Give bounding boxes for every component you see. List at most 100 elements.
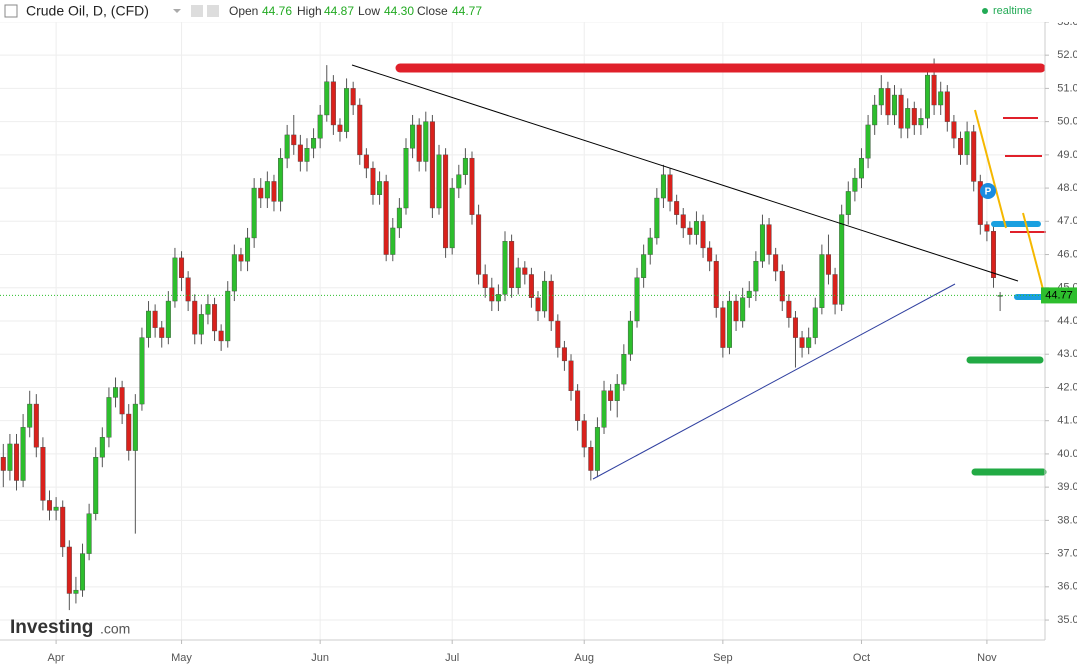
candle-body: [964, 131, 970, 156]
candle-body: [390, 227, 396, 255]
candle-body: [799, 337, 805, 348]
y-tick-label: 49.00: [1057, 149, 1077, 161]
settings-icon[interactable]: [191, 5, 203, 17]
candle-body: [73, 589, 79, 594]
high-value: 44.87: [324, 4, 354, 18]
candle-body: [944, 91, 950, 122]
candle-body: [93, 457, 99, 514]
candle-body: [594, 427, 600, 471]
candle-body: [561, 347, 567, 362]
candle-body: [522, 267, 528, 275]
candle-body: [528, 274, 534, 298]
candle-body: [535, 297, 541, 312]
y-tick-label: 42.00: [1057, 381, 1077, 393]
drawings: P: [351, 63, 1047, 480]
candle-body: [7, 443, 13, 471]
candle-body: [812, 307, 818, 338]
candle-body: [680, 214, 686, 229]
candle-body: [707, 247, 713, 262]
candle-body: [759, 224, 765, 262]
candle-body: [872, 104, 878, 126]
y-tick-label: 38.00: [1057, 514, 1077, 526]
candle-body: [165, 300, 171, 338]
candle-body: [806, 337, 812, 348]
candle-body: [462, 157, 468, 175]
candle-body: [489, 287, 495, 302]
candle-body: [40, 447, 46, 501]
last-price-label: 44.77: [1045, 289, 1073, 301]
candle-body: [726, 300, 732, 348]
y-tick-label: 36.00: [1057, 581, 1077, 593]
candle-body: [231, 254, 237, 292]
candle-body: [674, 201, 680, 215]
candle-body: [14, 443, 20, 481]
candle-body: [581, 420, 587, 448]
y-tick-label: 46.00: [1057, 248, 1077, 260]
candle-body: [971, 131, 977, 182]
candle-body: [271, 181, 277, 202]
candle-body: [126, 413, 132, 451]
candle-body: [482, 274, 488, 288]
high-label: High: [297, 4, 322, 18]
candle-body: [119, 387, 125, 415]
candle-body: [53, 506, 59, 511]
candle-body: [951, 121, 957, 139]
candle-body: [436, 154, 442, 209]
x-tick-label: May: [171, 652, 192, 664]
candle-body: [20, 427, 26, 481]
candle-body: [363, 154, 369, 169]
brand-suffix: .com: [100, 621, 130, 637]
candle-body: [568, 360, 574, 391]
close-label: Close: [417, 4, 448, 18]
candle-body: [852, 177, 858, 192]
candle-body: [832, 274, 838, 305]
y-tick-label: 39.00: [1057, 481, 1077, 493]
candle-body: [819, 254, 825, 308]
candle-body: [330, 81, 336, 126]
candle-body: [324, 81, 330, 116]
candle-body: [311, 138, 317, 149]
candle-body: [33, 403, 39, 448]
candle-body: [416, 124, 422, 162]
candle-body: [86, 513, 92, 554]
candle-body: [377, 181, 383, 195]
candle-body: [198, 314, 204, 335]
candle-body: [159, 327, 165, 338]
status-dot: [982, 8, 988, 14]
candle-body: [931, 74, 937, 106]
candle-body: [509, 241, 515, 288]
x-tick-label: Oct: [853, 652, 870, 664]
candle-body: [687, 227, 693, 235]
x-tick-label: Jul: [445, 652, 459, 664]
candle-body: [733, 300, 739, 322]
candle-body: [225, 290, 231, 342]
candle-body: [27, 403, 33, 428]
candle-body: [918, 118, 924, 126]
candle-body: [258, 187, 264, 199]
candle-body: [245, 237, 251, 262]
candle-body: [667, 174, 673, 202]
candle-body: [297, 144, 303, 162]
instrument-title: Crude Oil, D, (CFD): [26, 3, 149, 19]
candle-body: [429, 121, 435, 209]
pivot-marker: [980, 183, 996, 199]
candle-body: [720, 307, 726, 348]
candle-body: [146, 310, 152, 338]
settings-icon[interactable]: [207, 5, 219, 17]
candle-body: [614, 383, 620, 401]
candle-body: [212, 304, 218, 332]
candle-body: [825, 254, 831, 275]
candle-body: [291, 134, 297, 146]
candle-body: [654, 197, 660, 239]
open-label: Open: [229, 4, 258, 18]
dropdown[interactable]: [173, 9, 181, 13]
candle-body: [396, 207, 402, 229]
candle-body: [66, 546, 72, 594]
candle-body: [60, 506, 66, 548]
candle-body: [845, 191, 851, 215]
x-tick-label: Apr: [48, 652, 65, 664]
candle-body: [410, 124, 416, 149]
menu-icon[interactable]: [4, 4, 18, 18]
candle-body: [476, 214, 482, 275]
pivot-letter: P: [985, 187, 992, 198]
